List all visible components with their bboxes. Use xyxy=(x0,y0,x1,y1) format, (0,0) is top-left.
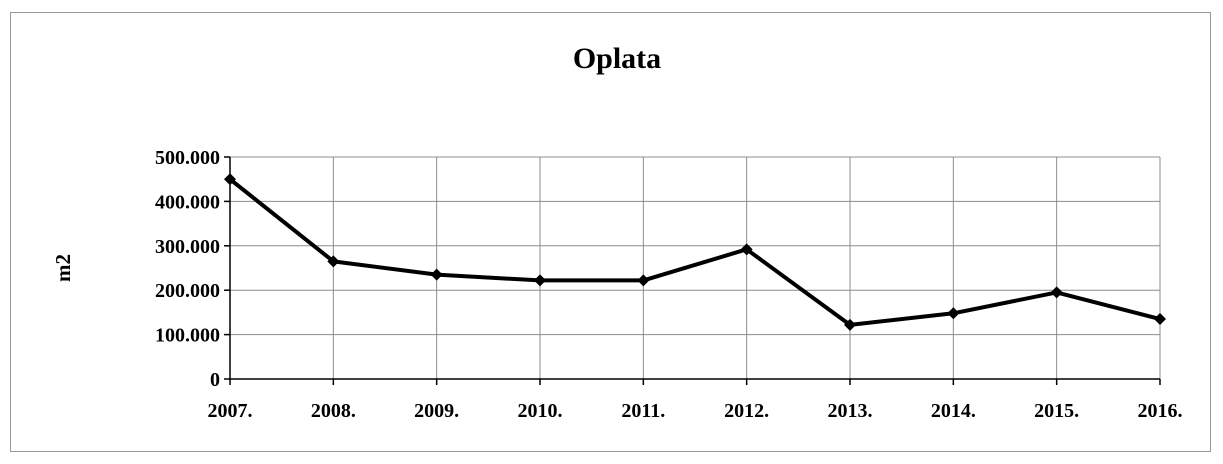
x-tick-label: 2007. xyxy=(208,400,253,422)
data-point xyxy=(534,274,546,287)
x-tick-label: 2011. xyxy=(621,400,665,422)
x-tick-label: 2012. xyxy=(724,400,769,422)
y-tick-label: 500.000 xyxy=(155,147,220,169)
x-tick-label: 2008. xyxy=(311,400,356,422)
data-point xyxy=(224,173,236,186)
x-tick-labels: 2007. 2008. 2009. 2010. 2011. 2012. 2013. 2014.… xyxy=(208,400,1183,422)
data-point xyxy=(327,255,340,268)
data-point xyxy=(1154,313,1166,326)
y-axis-label: m2 xyxy=(51,254,75,282)
y-tick-labels: 0 100.000 200.000 300.000 400.000 500.000 xyxy=(155,147,220,391)
y-tick-label: 300.000 xyxy=(155,236,220,258)
x-tick-label: 2013. xyxy=(828,400,873,422)
data-point xyxy=(740,243,753,256)
x-tick-label: 2010. xyxy=(518,400,563,422)
x-tick-label: 2015. xyxy=(1034,400,1079,422)
data-point xyxy=(844,318,856,331)
x-tick-label: 2016. xyxy=(1138,400,1183,422)
data-point xyxy=(947,307,960,320)
gridlines xyxy=(230,156,1161,379)
data-point xyxy=(1050,286,1063,299)
data-point xyxy=(637,274,650,287)
axes xyxy=(224,156,1161,385)
y-tick-label: 200.000 xyxy=(155,280,220,302)
x-tick-label: 2014. xyxy=(931,400,976,422)
y-tick-label: 0 xyxy=(210,369,220,391)
series-line xyxy=(228,177,1161,327)
chart-title: Oplata xyxy=(573,42,661,75)
y-tick-label: 400.000 xyxy=(155,191,220,213)
series-layer xyxy=(224,173,1166,331)
x-tick-label: 2009. xyxy=(414,400,459,422)
y-tick-label: 100.000 xyxy=(155,325,220,347)
data-point xyxy=(430,268,443,281)
